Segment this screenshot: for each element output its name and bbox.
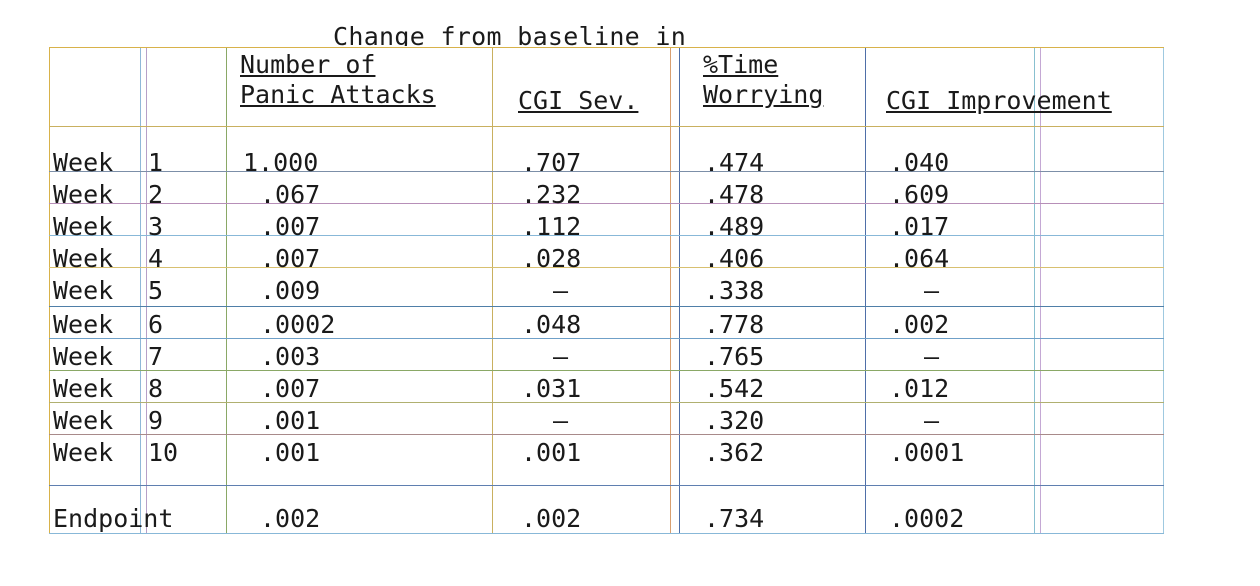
- header-time-line1: %Time: [703, 50, 779, 79]
- cell-cgi-sev: .112: [521, 212, 582, 241]
- cell-cgi-sev: .001: [521, 438, 582, 467]
- grid-line: [49, 338, 1164, 339]
- grid-line: [1034, 47, 1035, 534]
- cell-time: .478: [704, 180, 765, 209]
- cell-cgi-imp: .002: [889, 310, 950, 339]
- row-week-number: 5: [148, 276, 164, 305]
- header-time-worrying: %Time Worrying: [703, 50, 823, 110]
- row-week-number: 3: [148, 212, 164, 241]
- row-label: Week: [53, 148, 114, 177]
- row-week-number: 1: [148, 148, 164, 177]
- row-label: Week: [53, 310, 114, 339]
- cell-time: .489: [704, 212, 765, 241]
- cell-time: .362: [704, 438, 765, 467]
- grid-line: [49, 47, 50, 534]
- cell-panic: .007: [260, 244, 321, 273]
- cell-cgi-imp: –: [924, 406, 940, 435]
- row-week-number: 10: [148, 438, 179, 467]
- header-panic-line2: Panic Attacks: [240, 80, 436, 109]
- cell-time: .338: [704, 276, 765, 305]
- cell-cgi-imp: –: [924, 276, 940, 305]
- grid-line: [49, 306, 1164, 307]
- row-week-number: 4: [148, 244, 164, 273]
- grid-line: [49, 171, 1164, 172]
- row-label: Week: [53, 342, 114, 371]
- grid-line: [49, 434, 1164, 435]
- grid-line: [49, 47, 1164, 48]
- cell-time: .320: [704, 406, 765, 435]
- row-week-number: 9: [148, 406, 164, 435]
- header-cgi-sev: CGI Sev.: [518, 86, 639, 115]
- row-week-number: 2: [148, 180, 164, 209]
- cell-cgi-imp: .0001: [889, 438, 965, 467]
- cell-panic: .007: [260, 212, 321, 241]
- row-label: Week: [53, 212, 114, 241]
- grid-line: [1163, 47, 1164, 534]
- cell-cgi-imp: –: [924, 342, 940, 371]
- cell-time: .406: [704, 244, 765, 273]
- grid-line: [1040, 47, 1041, 534]
- cell-panic: .007: [260, 374, 321, 403]
- row-week-number: 6: [148, 310, 164, 339]
- row-label: Week: [53, 406, 114, 435]
- cell-panic: .003: [260, 342, 321, 371]
- grid-line: [49, 235, 1164, 236]
- cell-time: .765: [704, 342, 765, 371]
- cell-panic: 1.000: [243, 148, 319, 177]
- cell-cgi-imp: .609: [889, 180, 950, 209]
- row-label: Week: [53, 374, 114, 403]
- grid-line: [670, 47, 671, 534]
- cell-cgi-imp: .017: [889, 212, 950, 241]
- cell-panic: .002: [260, 504, 321, 533]
- header-panic-attacks: Number of Panic Attacks: [240, 50, 436, 110]
- grid-line: [49, 203, 1164, 204]
- row-label: Week: [53, 180, 114, 209]
- cell-cgi-imp: .0002: [889, 504, 965, 533]
- header-cgi-improvement: CGI Improvement: [886, 86, 1112, 115]
- grid-line: [49, 485, 1164, 486]
- grid-line: [49, 533, 1164, 534]
- cell-panic: .001: [260, 438, 321, 467]
- cell-cgi-imp: .012: [889, 374, 950, 403]
- cell-cgi-sev: .048: [521, 310, 582, 339]
- grid-line: [146, 47, 147, 534]
- grid-line: [492, 47, 493, 534]
- cell-panic: .001: [260, 406, 321, 435]
- cell-cgi-sev: .707: [521, 148, 582, 177]
- cell-time: .474: [704, 148, 765, 177]
- row-week-number: 8: [148, 374, 164, 403]
- row-label: Week: [53, 244, 114, 273]
- cell-cgi-sev: –: [553, 342, 569, 371]
- cell-cgi-sev: .028: [521, 244, 582, 273]
- cell-panic: .0002: [260, 310, 336, 339]
- row-week-number: 7: [148, 342, 164, 371]
- cell-cgi-sev: –: [553, 276, 569, 305]
- row-label: Week: [53, 276, 114, 305]
- grid-line: [49, 126, 1164, 127]
- cell-cgi-sev: .232: [521, 180, 582, 209]
- row-label: Week: [53, 438, 114, 467]
- grid-line: [49, 402, 1164, 403]
- cell-panic: .009: [260, 276, 321, 305]
- cell-time: .542: [704, 374, 765, 403]
- header-time-line2: Worrying: [703, 80, 824, 109]
- cell-cgi-imp: .064: [889, 244, 950, 273]
- cell-time: .734: [704, 504, 765, 533]
- grid-line: [49, 267, 1164, 268]
- cell-panic: .067: [260, 180, 321, 209]
- cell-time: .778: [704, 310, 765, 339]
- cell-cgi-sev: .031: [521, 374, 582, 403]
- grid-line: [865, 47, 866, 534]
- table-title: Change from baseline in: [333, 22, 687, 46]
- grid-line: [140, 47, 141, 534]
- grid-line: [49, 370, 1164, 371]
- header-panic-line1: Number of: [240, 50, 376, 79]
- cell-cgi-sev: .002: [521, 504, 582, 533]
- cell-cgi-imp: .040: [889, 148, 950, 177]
- grid-line: [226, 47, 227, 534]
- row-label: Endpoint: [53, 504, 174, 533]
- grid-line: [679, 47, 680, 534]
- cell-cgi-sev: –: [553, 406, 569, 435]
